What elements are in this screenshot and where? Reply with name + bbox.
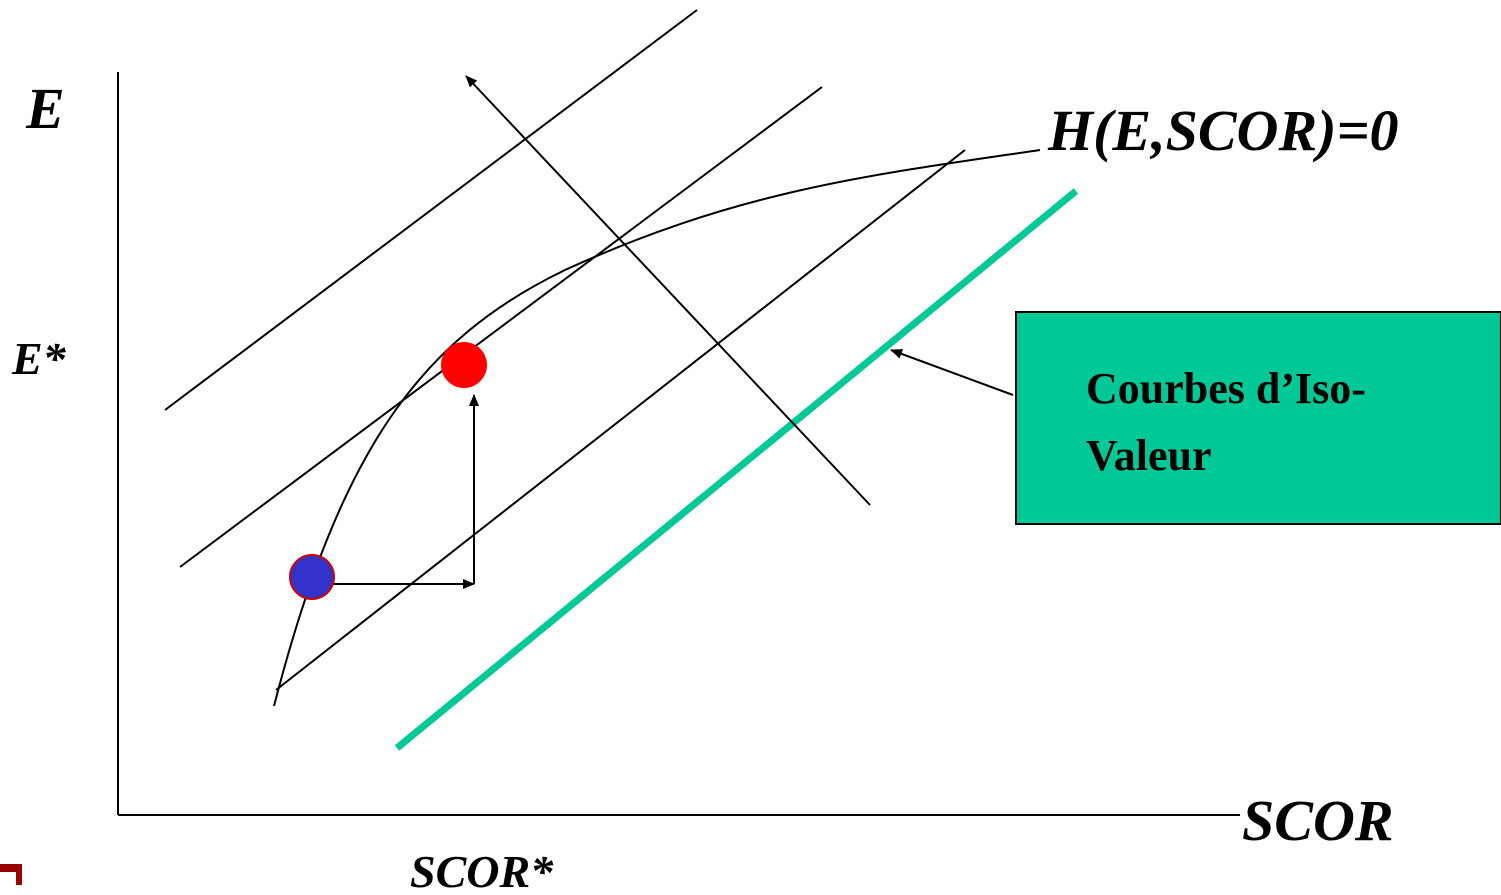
curve-label: H(E,SCOR)=0 [1047, 98, 1399, 163]
x-axis-marker-label: SCOR* [410, 846, 554, 895]
iso-value-line-1 [164, 9, 698, 411]
start-point [289, 554, 335, 600]
iso-value-line-highlighted [394, 188, 1079, 751]
gradient-direction-arrow [465, 75, 871, 506]
callout-box [1015, 311, 1501, 525]
callout-text-line2: Valeur [1086, 431, 1212, 480]
iso-value-line-3 [275, 149, 966, 691]
y-axis-marker-label: E* [11, 333, 67, 384]
y-axis-label: E [25, 76, 65, 141]
corner-mark [0, 864, 22, 885]
x-axis-label: SCOR [1242, 788, 1394, 853]
iso-value-line-2 [179, 86, 823, 568]
callout-pointer-arrow [890, 349, 1014, 396]
callout-text-line1: Courbes d’Iso- [1086, 364, 1366, 413]
optimum-point [441, 342, 487, 388]
constraint-curve [273, 149, 1041, 707]
